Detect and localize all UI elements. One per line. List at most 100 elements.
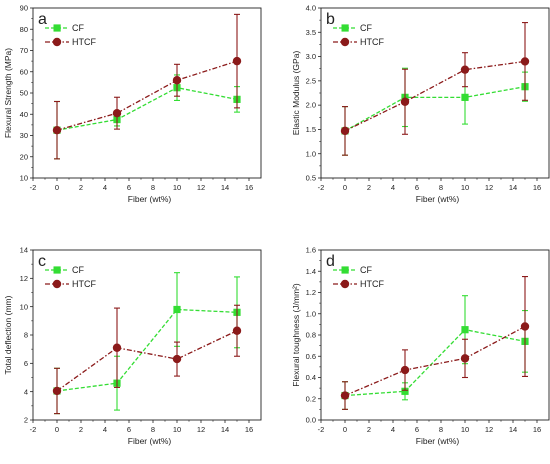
x-tick-label: 0 [343,425,347,434]
legend-label: CF [360,265,372,275]
y-tick-label: 1.5 [306,125,316,134]
y-tick-label: 0.5 [306,174,316,183]
x-tick-label: -2 [30,183,37,192]
legend-item-htcf: HTCF [333,279,384,289]
y-tick-label: 40 [20,110,28,119]
series-line [56,308,238,392]
panel-a: -2 0 2 4 6 8 10 12 14 16 10 20 30 40 50 60 70 80 90 Fiber (… [3,4,262,204]
data-point [520,57,530,66]
series-line [56,87,238,131]
x-tick-label: 14 [221,425,229,434]
data-point [172,76,182,85]
x-tick-label: 12 [485,425,493,434]
x-tick-label: 8 [439,425,443,434]
legend-item-htcf: HTCF [333,37,384,47]
series-cf [341,295,529,410]
legend-label: CF [72,265,84,275]
panel-label: b [326,11,335,28]
series-line [344,325,526,397]
y-axis-label: Total deflection (mm) [3,295,13,374]
y-axis-label: Elastic Modulus (GPa) [291,51,301,136]
legend-label: HTCF [72,279,96,289]
legend-label: CF [360,23,372,33]
series-line [344,328,526,397]
data-point [461,93,469,101]
data-point [401,387,409,395]
data-point [232,56,242,66]
legend-label: HTCF [360,279,384,289]
series-cf [53,272,241,415]
legend-marker [341,24,349,32]
x-axis-label: Fiber (wt%) [416,194,460,204]
x-tick-label: 4 [391,425,395,434]
x-axis-label: Fiber (wt%) [416,436,460,446]
y-tick-label: 2 [24,416,28,425]
data-point [460,65,470,74]
x-tick-label: 6 [127,425,131,434]
y-tick-label: 0.2 [306,394,316,403]
x-tick-label: 6 [415,425,419,434]
data-point [232,326,242,335]
x-tick-label: -2 [30,425,37,434]
x-tick-label: 16 [245,425,253,434]
x-tick-label: 14 [221,183,229,192]
x-tick-label: 2 [367,183,371,192]
series-htcf [340,276,530,410]
legend-item-cf: CF [333,23,372,33]
y-tick-label: 10 [20,174,28,183]
y-tick-label: 12 [20,274,28,283]
series-line [56,60,238,131]
y-tick-label: 2.0 [306,101,316,110]
x-tick-label: 16 [533,183,541,192]
panel-label: c [38,253,46,270]
y-tick-label: 3.0 [306,52,316,61]
data-point [340,391,350,400]
data-point [112,108,122,118]
x-tick-label: 10 [173,425,181,434]
legend-marker [341,266,349,274]
x-tick-label: 12 [485,183,493,192]
series-htcf [52,13,242,160]
y-tick-label: 50 [20,89,28,98]
panel-label: d [326,253,335,270]
y-tick-label: 1.6 [306,246,316,255]
data-point [460,354,470,363]
y-tick-label: 1.0 [306,309,316,318]
legend-marker [52,37,62,47]
data-point [461,326,469,334]
y-tick-label: 10 [20,302,28,311]
y-tick-label: 2.5 [306,76,316,85]
panel-c: -2 0 2 4 6 8 10 12 14 16 2 4 6 8 10 12 14 Fiber (wt%) Tota… [3,246,262,446]
data-point [400,97,410,106]
y-tick-label: 14 [20,246,28,255]
x-tick-label: 2 [79,425,83,434]
data-point [173,305,181,314]
series-cf [341,67,529,156]
x-tick-label: 0 [55,183,59,192]
series-line [344,60,526,132]
y-tick-label: 30 [20,131,28,140]
legend-item-htcf: HTCF [45,279,96,289]
y-tick-label: 80 [20,25,28,34]
x-tick-label: 2 [367,425,371,434]
plot-frame [320,7,550,179]
y-tick-label: 60 [20,67,28,76]
x-tick-label: 10 [173,183,181,192]
x-tick-label: 12 [197,425,205,434]
x-tick-label: 14 [509,183,517,192]
data-point [172,354,182,364]
series-htcf [340,22,530,156]
y-tick-label: 1.2 [306,288,316,297]
legend-marker [340,37,350,47]
legend-item-cf: CF [333,265,372,275]
y-tick-label: 0.6 [306,352,316,361]
y-tick-label: 1.4 [306,267,316,276]
panel-b: -2 0 2 4 6 8 10 12 14 16 0.5 1.0 1.5 2.0 2.5 3.0 3.5 4.0 F… [291,4,550,204]
legend-marker [340,279,350,289]
x-tick-label: -2 [318,425,325,434]
x-tick-label: 8 [439,183,443,192]
x-tick-label: 4 [103,183,107,192]
y-tick-label: 0.0 [306,416,316,425]
y-tick-label: 4 [24,387,28,396]
x-tick-label: 4 [391,183,395,192]
